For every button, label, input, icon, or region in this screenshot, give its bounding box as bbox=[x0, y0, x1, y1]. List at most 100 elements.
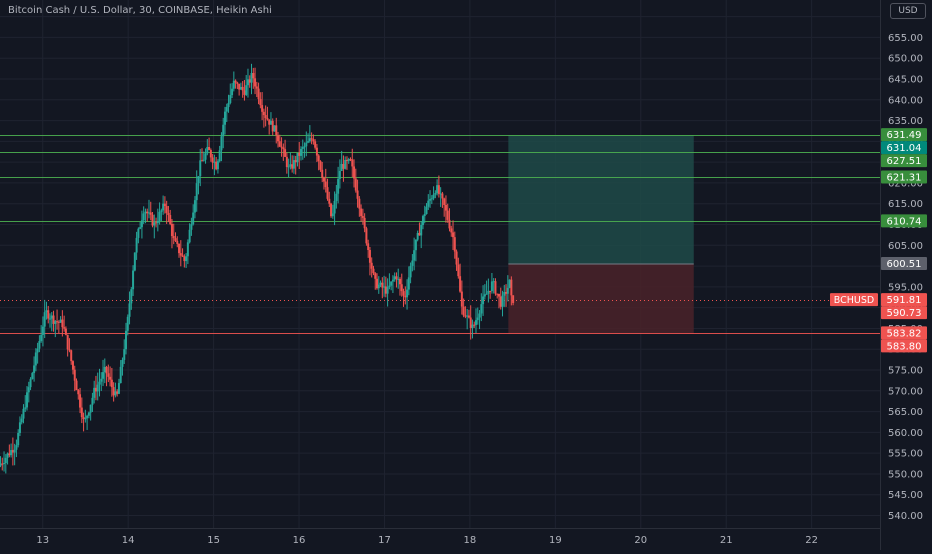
candle-body bbox=[437, 185, 440, 194]
horizontal-levels[interactable] bbox=[0, 135, 880, 334]
candle-body bbox=[107, 373, 110, 377]
candle-body bbox=[142, 213, 145, 221]
candle-body bbox=[225, 107, 228, 112]
candle-body bbox=[156, 220, 159, 224]
candle-body bbox=[165, 206, 168, 213]
candle-body bbox=[496, 293, 499, 295]
candle-body bbox=[43, 312, 46, 327]
candle-body bbox=[202, 159, 205, 161]
candle-body bbox=[8, 453, 11, 456]
candle-body bbox=[439, 193, 442, 195]
price-tag bbox=[881, 306, 927, 320]
candle-body bbox=[459, 276, 462, 292]
candle-body bbox=[209, 150, 212, 158]
candle-body bbox=[33, 365, 36, 374]
candle-body bbox=[254, 78, 257, 87]
price-labels: 631.49 631.04 627.51 621.31 610.74 600.51 591.… bbox=[830, 128, 927, 353]
price-tag bbox=[881, 256, 927, 270]
candle-body bbox=[206, 146, 209, 154]
candle-body bbox=[337, 178, 340, 194]
candle-body bbox=[172, 236, 175, 239]
candle-body bbox=[489, 290, 492, 292]
price-axis-bg bbox=[880, 0, 932, 550]
candle-body bbox=[103, 366, 106, 373]
candle-body bbox=[492, 281, 495, 283]
y-tick-label: 550.00 bbox=[888, 469, 923, 480]
candle-body bbox=[112, 387, 115, 396]
candle-body bbox=[363, 217, 366, 229]
price-tag-label: 600.51 bbox=[887, 259, 922, 270]
candle-body bbox=[455, 251, 458, 265]
candle-body bbox=[66, 334, 69, 350]
x-tick-label: 22 bbox=[805, 535, 818, 546]
candle-body bbox=[480, 304, 483, 314]
x-tick-label: 15 bbox=[207, 535, 220, 546]
candle-body bbox=[229, 95, 232, 103]
candle-body bbox=[322, 177, 325, 182]
candle-body bbox=[372, 268, 375, 274]
candle-body bbox=[345, 159, 348, 162]
candle-body bbox=[68, 349, 71, 351]
candle-body bbox=[429, 199, 432, 201]
candle-body bbox=[38, 341, 41, 349]
price-tag-label: 590.73 bbox=[887, 308, 922, 319]
candle-body bbox=[307, 141, 310, 143]
candle-body bbox=[79, 394, 82, 408]
price-tag-label: 591.81 bbox=[887, 295, 922, 306]
candle-body bbox=[300, 148, 303, 156]
candle-body bbox=[183, 256, 186, 262]
y-tick-label: 565.00 bbox=[888, 407, 923, 418]
candle-body bbox=[305, 142, 308, 147]
price-tag bbox=[881, 293, 927, 307]
price-tag bbox=[881, 214, 927, 228]
candle-body bbox=[89, 404, 92, 413]
candle-body bbox=[75, 380, 78, 391]
candle-body bbox=[56, 321, 59, 323]
candle-body bbox=[338, 170, 341, 179]
candle-body bbox=[176, 240, 179, 244]
candle-body bbox=[87, 412, 90, 416]
candle-body bbox=[64, 328, 67, 335]
candle-body bbox=[57, 321, 60, 323]
candle-body bbox=[110, 379, 113, 388]
candle-body bbox=[155, 222, 158, 224]
candle-body bbox=[234, 80, 237, 83]
candle-body bbox=[291, 164, 294, 169]
candle-body bbox=[354, 178, 357, 191]
x-tick-label: 18 bbox=[464, 535, 477, 546]
candle-body bbox=[330, 203, 333, 217]
candle-body bbox=[147, 212, 150, 214]
candle-body bbox=[236, 82, 239, 84]
y-tick-label: 540.00 bbox=[888, 511, 923, 522]
candle-body bbox=[411, 260, 414, 266]
candle-body bbox=[15, 445, 18, 450]
candle-body bbox=[434, 193, 437, 195]
candle-body bbox=[190, 224, 193, 230]
candle-body bbox=[220, 136, 223, 151]
candle-body bbox=[245, 85, 248, 95]
candle-body bbox=[137, 228, 140, 238]
candle-body bbox=[109, 376, 112, 380]
candle-body bbox=[250, 73, 253, 83]
y-tick-label: 560.00 bbox=[888, 428, 923, 439]
candle-body bbox=[239, 86, 242, 90]
position-zones[interactable] bbox=[508, 135, 694, 334]
candle-body bbox=[114, 391, 117, 396]
candle-body bbox=[241, 86, 244, 91]
price-tag-label: 627.51 bbox=[887, 156, 922, 167]
candles bbox=[0, 63, 515, 474]
candle-body bbox=[121, 359, 124, 367]
candle-body bbox=[485, 293, 488, 295]
candle-body bbox=[123, 349, 126, 360]
candle-body bbox=[494, 281, 497, 294]
candle-body bbox=[117, 383, 120, 394]
candle-body bbox=[421, 216, 424, 225]
candle-body bbox=[73, 369, 76, 381]
y-tick-label: 655.00 bbox=[888, 33, 923, 44]
candle-body bbox=[390, 281, 393, 286]
currency-selector[interactable]: USD bbox=[890, 3, 926, 19]
candle-body bbox=[140, 220, 143, 228]
candle-body bbox=[508, 279, 511, 288]
